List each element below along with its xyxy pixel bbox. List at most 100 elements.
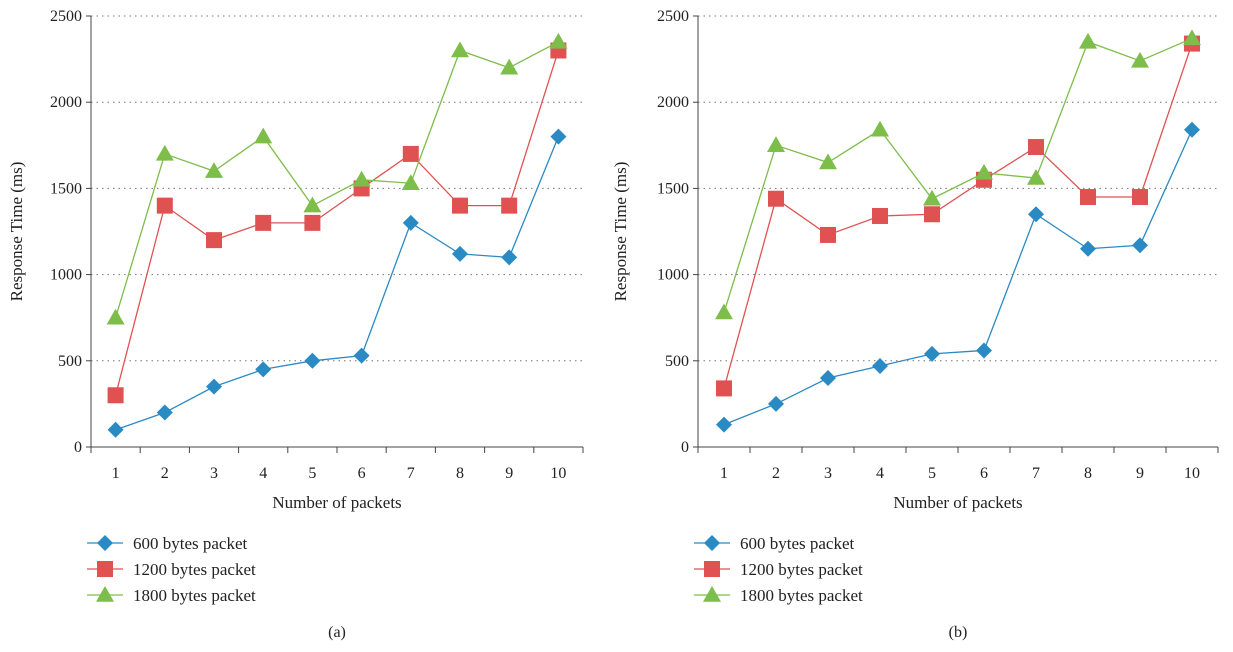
data-point bbox=[501, 197, 518, 214]
x-tick-label: 6 bbox=[358, 465, 366, 482]
data-point bbox=[924, 206, 940, 223]
x-tick-label: 3 bbox=[210, 465, 218, 482]
x-tick-label: 4 bbox=[876, 465, 884, 482]
y-tick-label: 2500 bbox=[50, 8, 82, 25]
x-tick-label: 8 bbox=[1084, 465, 1092, 482]
x-axis-title: Number of packets bbox=[893, 493, 1022, 512]
x-tick-label: 4 bbox=[259, 465, 267, 482]
series-2 bbox=[716, 35, 1200, 397]
legend-marker bbox=[96, 586, 114, 602]
data-point bbox=[156, 197, 173, 214]
data-point bbox=[156, 404, 173, 421]
data-point bbox=[451, 41, 469, 58]
data-point bbox=[402, 145, 419, 162]
data-point bbox=[819, 153, 837, 170]
y-axis-title: Response Time (ms) bbox=[611, 162, 630, 302]
data-point bbox=[107, 387, 124, 404]
x-tick-label: 9 bbox=[505, 465, 513, 482]
x-axis-title: Number of packets bbox=[272, 493, 401, 512]
data-point bbox=[255, 361, 272, 378]
data-point bbox=[1080, 189, 1096, 206]
x-tick-label: 5 bbox=[308, 465, 316, 482]
data-point bbox=[1079, 32, 1097, 49]
y-axis-title: Response Time (ms) bbox=[7, 162, 26, 302]
panel-caption: (a) bbox=[328, 624, 346, 641]
y-tick-label: 0 bbox=[74, 439, 82, 456]
series-1 bbox=[716, 121, 1200, 433]
series-line bbox=[114, 41, 559, 318]
y-tick-label: 0 bbox=[681, 439, 689, 456]
data-point bbox=[768, 190, 784, 207]
data-point bbox=[155, 144, 174, 161]
chart-panel-b: 0 500 1000 1500 2000 2500 1 2 3 4 5 6 7 8 9 10 Number of… bbox=[611, 8, 1219, 641]
data-point bbox=[501, 249, 518, 266]
x-tick-label: 3 bbox=[824, 465, 832, 482]
y-tick-label: 2000 bbox=[50, 94, 82, 111]
data-point bbox=[1028, 206, 1044, 223]
x-tick-label: 5 bbox=[928, 465, 936, 482]
data-point bbox=[353, 347, 370, 364]
x-tick-label: 2 bbox=[772, 465, 780, 482]
data-point bbox=[1132, 189, 1148, 206]
x-tick-label: 2 bbox=[161, 465, 169, 482]
legend-marker bbox=[704, 535, 720, 551]
y-tick-label: 1000 bbox=[50, 267, 82, 284]
series-line bbox=[723, 129, 1193, 426]
series-line bbox=[723, 37, 1193, 313]
data-point bbox=[401, 174, 420, 190]
x-tick-label: 1 bbox=[112, 465, 120, 482]
legend-marker bbox=[97, 535, 113, 551]
data-point bbox=[924, 345, 940, 362]
data-point bbox=[255, 214, 272, 231]
data-point bbox=[206, 378, 222, 395]
y-tick-label: 500 bbox=[58, 353, 82, 370]
data-point bbox=[1027, 169, 1045, 185]
data-point bbox=[205, 162, 223, 178]
x-tick-label: 6 bbox=[980, 465, 988, 482]
x-tick-label: 9 bbox=[1136, 465, 1144, 482]
data-point bbox=[1132, 237, 1148, 254]
data-point bbox=[1184, 121, 1200, 138]
data-point bbox=[976, 342, 992, 359]
data-point bbox=[715, 303, 733, 320]
x-tick-label: 7 bbox=[1032, 465, 1040, 482]
data-point bbox=[550, 128, 567, 145]
panel-caption: (b) bbox=[949, 624, 968, 641]
y-tick-label: 1500 bbox=[50, 180, 82, 197]
y-tick-label: 2000 bbox=[657, 94, 689, 111]
series-3 bbox=[715, 29, 1201, 320]
legend-label: 600 bytes packet bbox=[740, 534, 855, 553]
data-point bbox=[1080, 240, 1096, 257]
data-point bbox=[107, 421, 124, 438]
legend-label: 600 bytes packet bbox=[133, 534, 248, 553]
data-point bbox=[768, 395, 784, 412]
x-tick-label: 7 bbox=[407, 465, 415, 482]
legend-label: 1800 bytes packet bbox=[740, 586, 863, 605]
x-tick-label: 10 bbox=[1184, 465, 1200, 482]
series-line bbox=[115, 136, 560, 431]
data-point bbox=[767, 136, 785, 153]
data-point bbox=[304, 352, 321, 369]
data-point bbox=[303, 196, 322, 213]
data-point bbox=[402, 214, 419, 231]
data-point bbox=[106, 308, 125, 325]
legend: 600 bytes packet 1200 bytes packet 1800 by… bbox=[694, 534, 863, 605]
x-tick-label: 1 bbox=[720, 465, 728, 482]
data-point bbox=[254, 127, 273, 144]
series-1 bbox=[107, 128, 567, 438]
data-point bbox=[716, 380, 732, 397]
data-point bbox=[975, 163, 993, 180]
legend-label: 1200 bytes packet bbox=[740, 560, 863, 579]
y-tick-label: 500 bbox=[665, 353, 689, 370]
data-point bbox=[872, 357, 888, 374]
legend-marker bbox=[703, 586, 721, 602]
series-line bbox=[723, 43, 1193, 389]
x-tick-label: 10 bbox=[550, 465, 566, 482]
data-point bbox=[872, 207, 888, 224]
legend-label: 1200 bytes packet bbox=[133, 560, 256, 579]
series-line bbox=[114, 50, 560, 396]
series-2 bbox=[107, 42, 567, 404]
data-point bbox=[500, 58, 519, 75]
